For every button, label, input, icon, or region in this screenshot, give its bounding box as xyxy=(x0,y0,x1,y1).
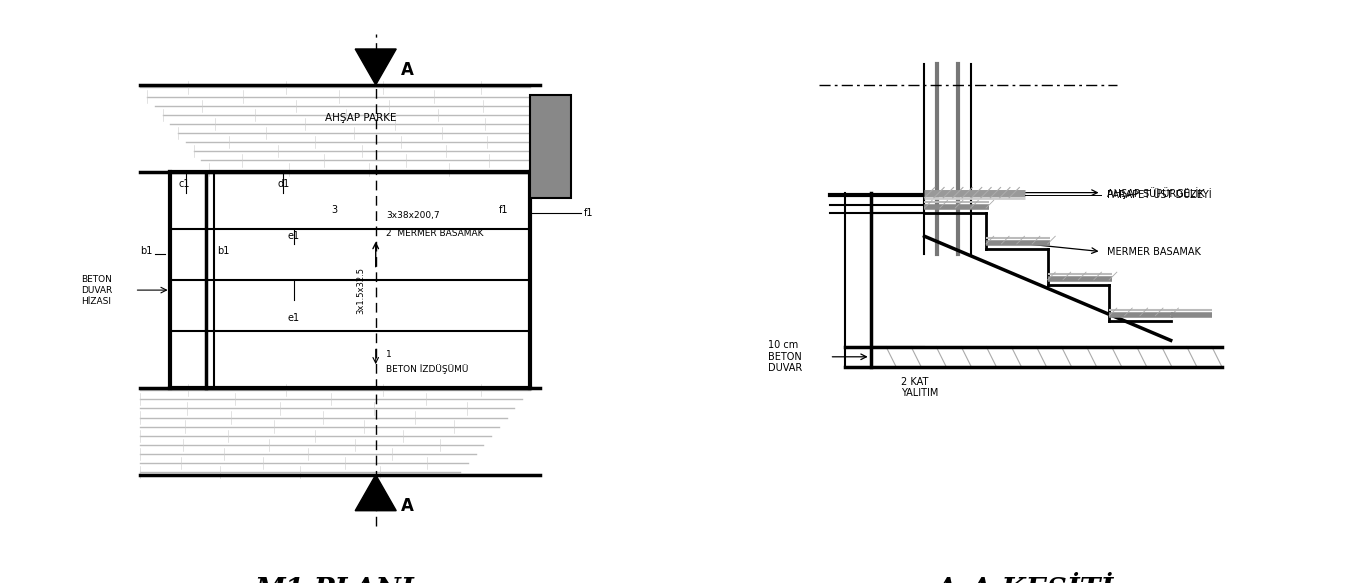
Polygon shape xyxy=(355,475,396,511)
Text: A: A xyxy=(402,61,414,79)
Text: b1: b1 xyxy=(139,246,152,256)
Text: BETON İZDÜŞÜMÜ: BETON İZDÜŞÜMÜ xyxy=(387,364,469,374)
Text: AHŞAP PARKE: AHŞAP PARKE xyxy=(325,113,396,123)
Text: M1 PLANI: M1 PLANI xyxy=(254,577,415,583)
Text: 1: 1 xyxy=(387,350,392,359)
Text: 3: 3 xyxy=(332,205,337,215)
Text: A: A xyxy=(402,497,414,515)
Text: f1: f1 xyxy=(583,208,593,217)
Text: e1: e1 xyxy=(288,313,299,323)
Text: BETON
DUVAR
HİZASI: BETON DUVAR HİZASI xyxy=(81,275,112,305)
Text: 2 KAT
YALITIM: 2 KAT YALITIM xyxy=(902,377,938,398)
Text: 2  MERMER BASAMAK: 2 MERMER BASAMAK xyxy=(387,229,484,238)
Text: d1: d1 xyxy=(277,180,290,189)
Text: b1: b1 xyxy=(217,246,229,256)
Text: f1: f1 xyxy=(499,205,508,215)
Text: MERMER BASAMAK: MERMER BASAMAK xyxy=(1106,247,1201,257)
Text: 3x38x200,7: 3x38x200,7 xyxy=(387,211,440,220)
Text: 3x1.5x32.5: 3x1.5x32.5 xyxy=(355,266,365,314)
Text: AHŞAP SÜPÜRGELİK: AHŞAP SÜPÜRGELİK xyxy=(1106,187,1205,199)
Text: e1: e1 xyxy=(288,231,299,241)
Bar xyxy=(530,95,571,198)
Text: 10 cm
BETON
DUVAR: 10 cm BETON DUVAR xyxy=(768,340,802,373)
Text: A–A KESİTİ: A–A KESİTİ xyxy=(936,577,1113,583)
Text: PARAPET ÜST DÜZEYİ: PARAPET ÜST DÜZEYİ xyxy=(1106,190,1212,200)
Text: c1: c1 xyxy=(178,180,190,189)
Polygon shape xyxy=(355,49,396,85)
